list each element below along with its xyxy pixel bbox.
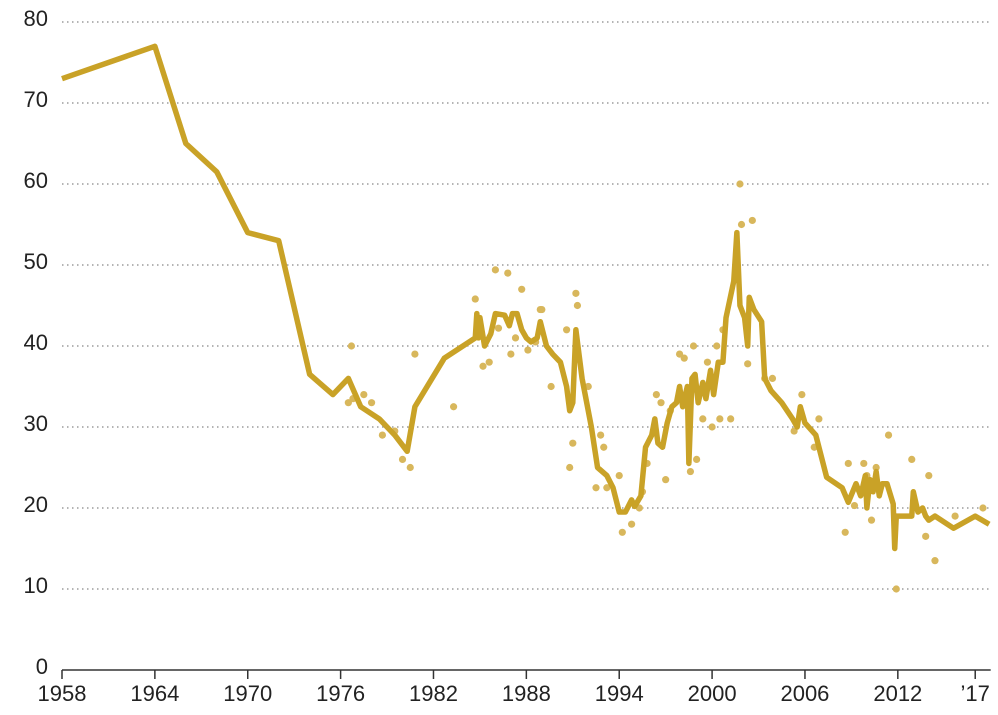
data-point bbox=[798, 391, 806, 399]
y-tick-label: 10 bbox=[24, 573, 48, 598]
data-point bbox=[450, 403, 458, 411]
data-point bbox=[736, 180, 744, 188]
data-point bbox=[716, 415, 724, 423]
y-tick-label: 50 bbox=[24, 249, 48, 274]
trend-line bbox=[61, 43, 991, 552]
data-point bbox=[566, 463, 574, 472]
data-point bbox=[768, 374, 777, 382]
y-tick-label: 0 bbox=[36, 654, 48, 679]
data-point bbox=[727, 415, 735, 423]
data-point bbox=[693, 455, 701, 463]
data-point bbox=[485, 358, 493, 366]
data-point bbox=[872, 463, 880, 472]
data-point bbox=[538, 305, 546, 314]
y-tick-label: 20 bbox=[24, 492, 48, 517]
data-point bbox=[628, 520, 636, 528]
y-tick-label: 70 bbox=[24, 87, 48, 112]
data-point bbox=[511, 334, 520, 342]
y-tick-label: 80 bbox=[24, 6, 48, 31]
data-point bbox=[504, 269, 512, 277]
y-tick-label: 60 bbox=[24, 168, 48, 193]
data-point bbox=[592, 484, 600, 492]
x-tick-label: 2000 bbox=[688, 681, 737, 706]
data-point bbox=[922, 532, 930, 540]
data-point bbox=[406, 463, 414, 472]
x-tick-label: 1994 bbox=[595, 681, 644, 706]
data-point bbox=[884, 431, 893, 439]
data-point bbox=[703, 358, 712, 366]
data-point bbox=[347, 342, 356, 350]
data-point bbox=[675, 350, 684, 358]
x-tick-label: 2012 bbox=[873, 681, 922, 706]
data-point bbox=[572, 289, 580, 297]
data-point bbox=[344, 399, 352, 407]
data-point bbox=[867, 516, 876, 524]
data-point bbox=[689, 342, 698, 350]
data-point bbox=[892, 585, 900, 593]
data-point bbox=[518, 285, 526, 293]
data-point bbox=[699, 415, 707, 423]
data-point bbox=[850, 501, 859, 510]
data-point bbox=[652, 391, 660, 399]
x-tick-label: 1964 bbox=[130, 681, 179, 706]
x-tick-label: 1970 bbox=[223, 681, 272, 706]
data-point bbox=[979, 504, 987, 512]
data-point bbox=[657, 399, 665, 407]
y-tick-label: 40 bbox=[24, 330, 48, 355]
data-point bbox=[367, 399, 376, 407]
x-tick-label: 1958 bbox=[38, 681, 87, 706]
data-point bbox=[573, 301, 582, 310]
data-point bbox=[597, 431, 605, 439]
data-point bbox=[844, 459, 852, 468]
data-point bbox=[737, 220, 746, 229]
x-tick-label: 2006 bbox=[780, 681, 829, 706]
data-point bbox=[815, 415, 823, 423]
data-point bbox=[603, 484, 611, 492]
data-point bbox=[600, 443, 608, 451]
data-point bbox=[471, 295, 479, 303]
data-point bbox=[662, 476, 670, 484]
y-tick-label: 30 bbox=[24, 411, 48, 436]
data-point bbox=[951, 512, 959, 520]
data-point bbox=[744, 360, 752, 368]
data-point bbox=[360, 391, 368, 399]
data-point bbox=[615, 472, 623, 480]
data-point bbox=[708, 423, 716, 431]
x-tick-label: 1982 bbox=[409, 681, 458, 706]
data-point bbox=[562, 326, 571, 334]
data-point bbox=[618, 528, 626, 536]
data-point bbox=[547, 382, 555, 391]
data-point bbox=[686, 467, 695, 476]
data-point bbox=[378, 431, 387, 439]
data-point bbox=[507, 350, 515, 358]
data-point bbox=[841, 528, 849, 536]
data-point bbox=[860, 459, 868, 468]
data-point bbox=[931, 557, 939, 565]
x-tick-label: ’17 bbox=[961, 681, 990, 706]
data-point bbox=[479, 362, 487, 370]
data-point bbox=[569, 439, 577, 447]
data-point bbox=[748, 216, 756, 225]
data-point bbox=[491, 266, 499, 274]
data-point bbox=[925, 472, 933, 480]
data-point bbox=[398, 455, 407, 463]
x-tick-label: 1988 bbox=[502, 681, 551, 706]
data-point bbox=[680, 354, 688, 362]
data-point bbox=[908, 455, 916, 463]
x-tick-label: 1976 bbox=[316, 681, 365, 706]
data-point bbox=[411, 350, 419, 358]
data-point bbox=[524, 346, 532, 354]
data-point bbox=[713, 342, 721, 350]
data-point bbox=[494, 324, 503, 332]
